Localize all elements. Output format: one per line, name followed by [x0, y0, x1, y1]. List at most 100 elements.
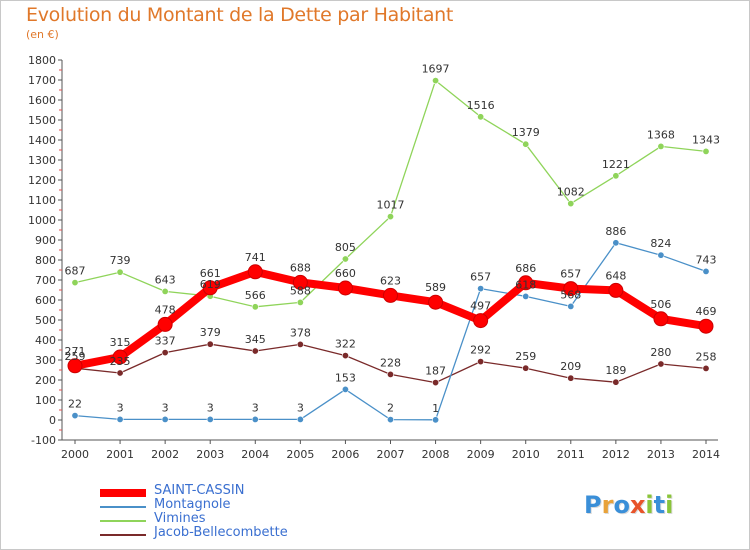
x-tick-label: 2005 — [286, 448, 314, 461]
legend-label: Jacob-Bellecombette — [154, 525, 288, 540]
data-point — [116, 415, 124, 423]
x-tick-label: 2013 — [647, 448, 675, 461]
data-point — [116, 369, 124, 377]
y-tick-label: -100 — [31, 434, 56, 447]
data-label: 568 — [560, 288, 581, 301]
data-point — [657, 360, 665, 368]
data-label: 623 — [380, 274, 401, 287]
data-label: 661 — [200, 267, 221, 280]
data-point — [386, 416, 394, 424]
data-point — [341, 385, 349, 393]
data-point — [522, 292, 530, 300]
data-label: 566 — [245, 289, 266, 302]
logo-letter: o — [613, 491, 630, 519]
legend-label: Vimines — [154, 511, 206, 526]
data-label: 657 — [470, 271, 491, 284]
data-point — [251, 303, 259, 311]
data-label: 824 — [650, 237, 671, 250]
data-label: 619 — [200, 278, 221, 291]
data-label: 271 — [65, 345, 86, 358]
data-label: 22 — [68, 398, 82, 411]
data-label: 280 — [650, 346, 671, 359]
data-point — [698, 318, 714, 334]
data-point — [477, 113, 485, 121]
data-label: 235 — [110, 355, 131, 368]
data-label: 3 — [297, 401, 304, 414]
data-point — [251, 347, 259, 355]
logo-letter: i — [665, 491, 674, 519]
data-label: 588 — [290, 284, 311, 297]
data-point — [428, 294, 444, 310]
data-point — [518, 275, 534, 291]
data-point — [206, 340, 214, 348]
data-point — [161, 349, 169, 357]
data-label: 189 — [605, 364, 626, 377]
legend-item-jacob-bellecombette[interactable]: Jacob-Bellecombette — [100, 525, 360, 541]
data-label: 506 — [650, 298, 671, 311]
data-label: 741 — [245, 251, 266, 264]
data-point — [567, 302, 575, 310]
x-tick-label: 2014 — [692, 448, 720, 461]
data-point — [522, 140, 530, 148]
data-label: 3 — [117, 401, 124, 414]
data-point — [567, 200, 575, 208]
data-point — [386, 370, 394, 378]
data-point — [341, 352, 349, 360]
data-label: 337 — [155, 335, 176, 348]
x-tick-label: 2000 — [61, 448, 89, 461]
data-label: 688 — [290, 261, 311, 274]
data-label: 378 — [290, 326, 311, 339]
data-label: 589 — [425, 281, 446, 294]
data-label: 1343 — [692, 133, 720, 146]
legend-item-montagnole[interactable]: Montagnole — [100, 497, 360, 513]
legend-label: Montagnole — [154, 497, 231, 512]
x-tick-label: 2001 — [106, 448, 134, 461]
data-point — [612, 172, 620, 180]
data-label: 345 — [245, 333, 266, 346]
data-point — [702, 364, 710, 372]
chart-unit-label: (en €) — [26, 28, 59, 41]
x-tick-label: 2009 — [467, 448, 495, 461]
x-tick-label: 2008 — [422, 448, 450, 461]
data-point — [157, 316, 173, 332]
data-point — [251, 415, 259, 423]
logo-letter: t — [653, 491, 666, 519]
data-label: 1379 — [512, 126, 540, 139]
x-tick-label: 2012 — [602, 448, 630, 461]
data-point — [206, 415, 214, 423]
data-point — [567, 374, 575, 382]
proxiti-logo: Proxiti — [584, 491, 673, 519]
data-label: 3 — [162, 401, 169, 414]
data-point — [612, 378, 620, 386]
data-label: 379 — [200, 326, 221, 339]
data-point — [71, 412, 79, 420]
data-point — [296, 340, 304, 348]
chart-title: Evolution du Montant de la Dette par Hab… — [26, 4, 454, 26]
y-tick-label: 1200 — [28, 174, 56, 187]
data-label: 1017 — [377, 199, 405, 212]
data-label: 648 — [605, 269, 626, 282]
data-label: 497 — [470, 300, 491, 313]
data-point — [612, 239, 620, 247]
chart-legend: SAINT-CASSIN Montagnole Vimines Jacob-Be… — [100, 484, 360, 541]
data-point — [432, 77, 440, 85]
logo-letter: x — [629, 491, 646, 519]
data-point — [292, 274, 308, 290]
data-label: 3 — [252, 401, 259, 414]
legend-swatch — [100, 520, 146, 522]
data-label: 1697 — [422, 63, 450, 76]
data-point — [386, 213, 394, 221]
x-tick-label: 2011 — [557, 448, 585, 461]
y-tick-label: 0 — [49, 414, 56, 427]
data-point — [71, 279, 79, 287]
data-point — [702, 147, 710, 155]
data-label: 643 — [155, 273, 176, 286]
y-tick-label: 1700 — [28, 74, 56, 87]
legend-item-vimines[interactable]: Vimines — [100, 511, 360, 527]
y-tick-label: 1400 — [28, 134, 56, 147]
data-label: 3 — [207, 401, 214, 414]
data-point — [702, 267, 710, 275]
legend-item-saint-cassin[interactable]: SAINT-CASSIN — [100, 484, 360, 499]
data-label: 259 — [515, 350, 536, 363]
legend-swatch — [100, 534, 146, 536]
